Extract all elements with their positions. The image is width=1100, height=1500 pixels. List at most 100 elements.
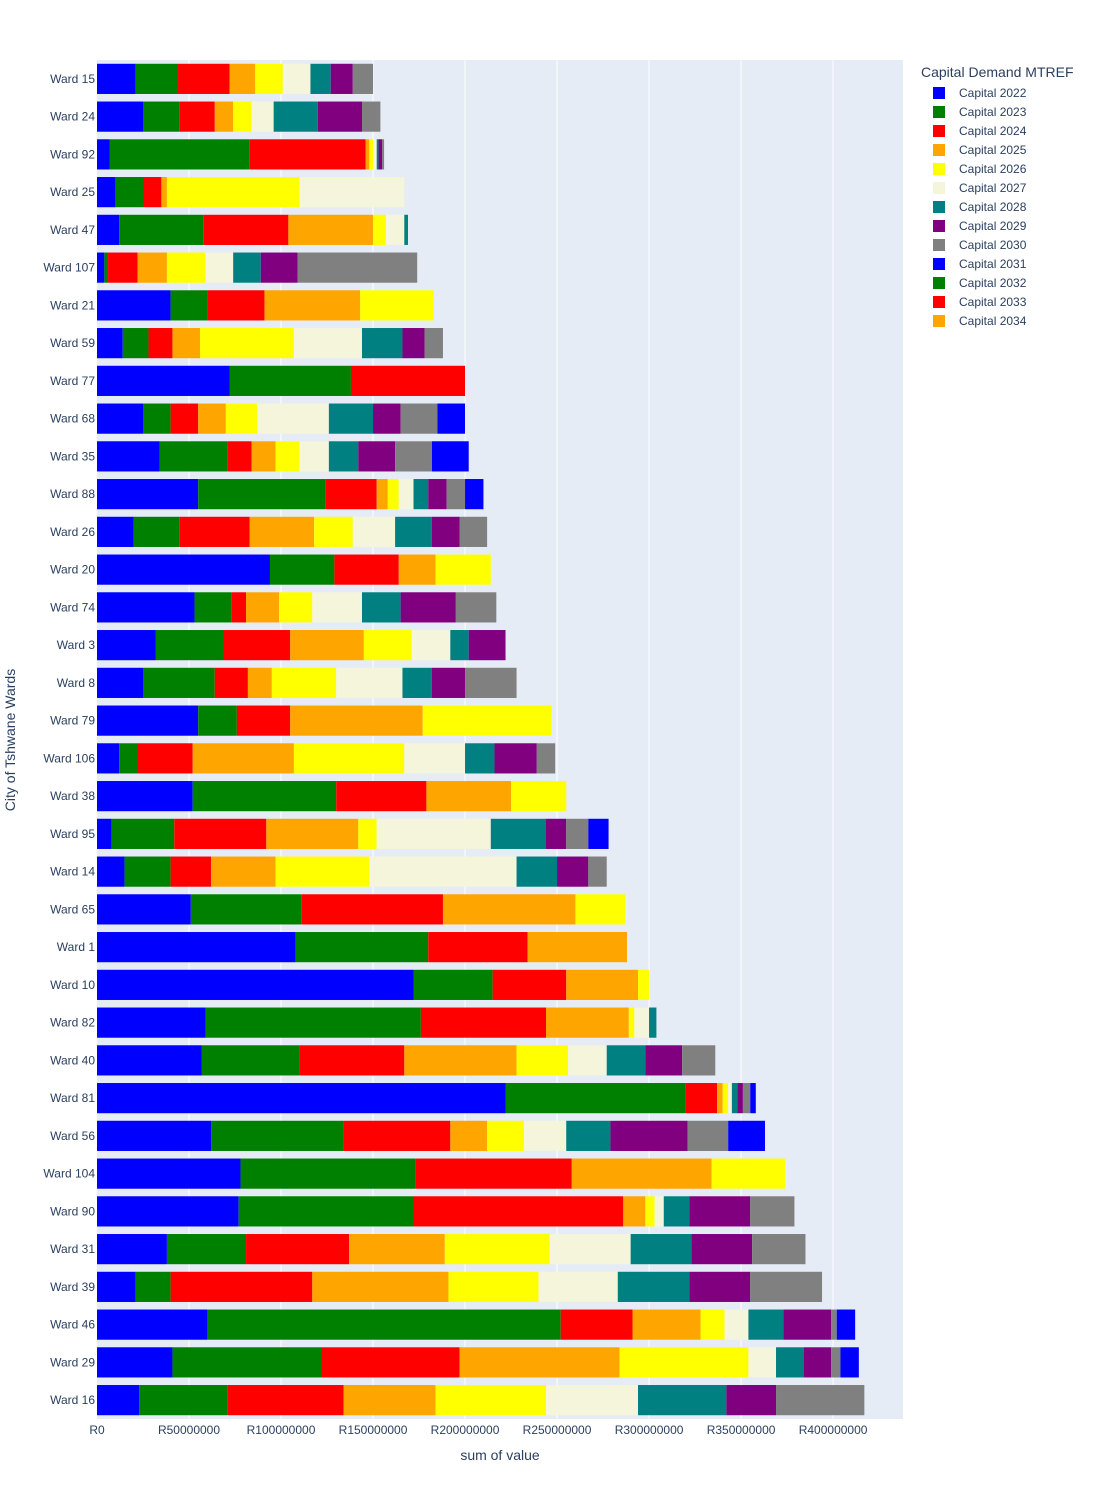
bar-segment[interactable] xyxy=(97,214,120,245)
bar-segment[interactable] xyxy=(310,63,331,94)
bar-segment[interactable] xyxy=(465,479,484,510)
bar-segment[interactable] xyxy=(336,667,403,698)
bar-segment[interactable] xyxy=(190,894,302,925)
legend-label[interactable]: Capital 2030 xyxy=(959,238,1027,252)
bar-segment[interactable] xyxy=(426,781,512,812)
bar-segment[interactable] xyxy=(450,630,469,661)
bar-segment[interactable] xyxy=(97,667,144,698)
bar-segment[interactable] xyxy=(211,1120,344,1151)
bar-segment[interactable] xyxy=(97,630,156,661)
bar-segment[interactable] xyxy=(97,781,193,812)
bar-segment[interactable] xyxy=(299,177,405,208)
bar-segment[interactable] xyxy=(361,328,403,359)
bar-segment[interactable] xyxy=(424,328,443,359)
legend-label[interactable]: Capital 2029 xyxy=(959,219,1027,233)
bar-segment[interactable] xyxy=(275,441,300,472)
bar-segment[interactable] xyxy=(645,1196,655,1227)
bar-segment[interactable] xyxy=(444,1234,550,1265)
bar-segment[interactable] xyxy=(97,403,144,434)
bar-segment[interactable] xyxy=(97,1271,136,1302)
legend-swatch[interactable] xyxy=(933,182,945,194)
bar-segment[interactable] xyxy=(722,1083,729,1114)
legend-swatch[interactable] xyxy=(933,258,945,270)
legend-swatch[interactable] xyxy=(933,220,945,232)
bar-segment[interactable] xyxy=(352,63,374,94)
bar-segment[interactable] xyxy=(726,1385,777,1416)
bar-segment[interactable] xyxy=(352,516,396,547)
bar-segment[interactable] xyxy=(494,743,537,774)
bar-segment[interactable] xyxy=(748,1309,784,1340)
bar-segment[interactable] xyxy=(446,479,466,510)
bar-segment[interactable] xyxy=(343,1385,436,1416)
bar-segment[interactable] xyxy=(166,177,300,208)
bar-segment[interactable] xyxy=(225,403,258,434)
bar-segment[interactable] xyxy=(373,214,386,245)
bar-segment[interactable] xyxy=(511,781,567,812)
bar-segment[interactable] xyxy=(192,781,337,812)
legend-label[interactable]: Capital 2022 xyxy=(959,86,1027,100)
bar-segment[interactable] xyxy=(402,667,432,698)
bar-segment[interactable] xyxy=(610,1120,688,1151)
bar-segment[interactable] xyxy=(465,667,517,698)
bar-segment[interactable] xyxy=(689,1271,751,1302)
bar-segment[interactable] xyxy=(97,1083,506,1114)
bar-segment[interactable] xyxy=(207,1309,561,1340)
bar-segment[interactable] xyxy=(459,516,488,547)
bar-segment[interactable] xyxy=(325,479,377,510)
bar-segment[interactable] xyxy=(527,932,627,963)
bar-segment[interactable] xyxy=(431,441,469,472)
bar-segment[interactable] xyxy=(97,1158,241,1189)
bar-segment[interactable] xyxy=(201,1045,300,1076)
bar-segment[interactable] xyxy=(387,479,399,510)
bar-segment[interactable] xyxy=(198,403,226,434)
bar-segment[interactable] xyxy=(516,1045,569,1076)
bar-segment[interactable] xyxy=(288,214,374,245)
bar-segment[interactable] xyxy=(97,592,195,623)
bar-segment[interactable] xyxy=(214,667,248,698)
bar-segment[interactable] xyxy=(588,818,609,849)
bar-segment[interactable] xyxy=(711,1158,786,1189)
bar-segment[interactable] xyxy=(411,630,451,661)
bar-segment[interactable] xyxy=(271,667,337,698)
bar-segment[interactable] xyxy=(97,1007,206,1038)
bar-segment[interactable] xyxy=(431,667,466,698)
bar-segment[interactable] xyxy=(200,328,294,359)
bar-segment[interactable] xyxy=(159,441,228,472)
bar-segment[interactable] xyxy=(343,1120,451,1151)
bar-segment[interactable] xyxy=(233,252,261,283)
bar-segment[interactable] xyxy=(198,705,237,736)
bar-segment[interactable] xyxy=(731,1083,738,1114)
legend-label[interactable]: Capital 2031 xyxy=(959,257,1027,271)
bar-segment[interactable] xyxy=(398,554,436,585)
bar-segment[interactable] xyxy=(373,403,401,434)
bar-segment[interactable] xyxy=(301,894,443,925)
bar-segment[interactable] xyxy=(231,592,247,623)
bar-segment[interactable] xyxy=(566,1120,611,1151)
bar-segment[interactable] xyxy=(198,479,326,510)
bar-segment[interactable] xyxy=(566,818,589,849)
bar-segment[interactable] xyxy=(400,403,438,434)
bar-segment[interactable] xyxy=(395,516,432,547)
bar-segment[interactable] xyxy=(369,139,374,170)
bar-segment[interactable] xyxy=(97,1347,173,1378)
bar-segment[interactable] xyxy=(689,1196,751,1227)
bar-segment[interactable] xyxy=(360,290,434,321)
bar-segment[interactable] xyxy=(143,177,162,208)
bar-segment[interactable] xyxy=(97,252,105,283)
bar-segment[interactable] xyxy=(413,479,429,510)
bar-segment[interactable] xyxy=(831,1309,837,1340)
bar-segment[interactable] xyxy=(264,290,361,321)
legend[interactable]: Capital Demand MTREF Capital 2022Capital… xyxy=(921,64,1074,328)
legend-swatch[interactable] xyxy=(933,144,945,156)
bar-segment[interactable] xyxy=(566,969,639,1000)
bar-segment[interactable] xyxy=(227,1385,344,1416)
bar-segment[interactable] xyxy=(97,1385,140,1416)
bar-segment[interactable] xyxy=(376,818,491,849)
bar-segment[interactable] xyxy=(177,63,230,94)
bar-segment[interactable] xyxy=(628,1007,635,1038)
bar-segment[interactable] xyxy=(312,1271,449,1302)
bar-segment[interactable] xyxy=(330,63,353,94)
bar-segment[interactable] xyxy=(321,1347,460,1378)
bar-segment[interactable] xyxy=(737,1083,743,1114)
bar-segment[interactable] xyxy=(571,1158,712,1189)
